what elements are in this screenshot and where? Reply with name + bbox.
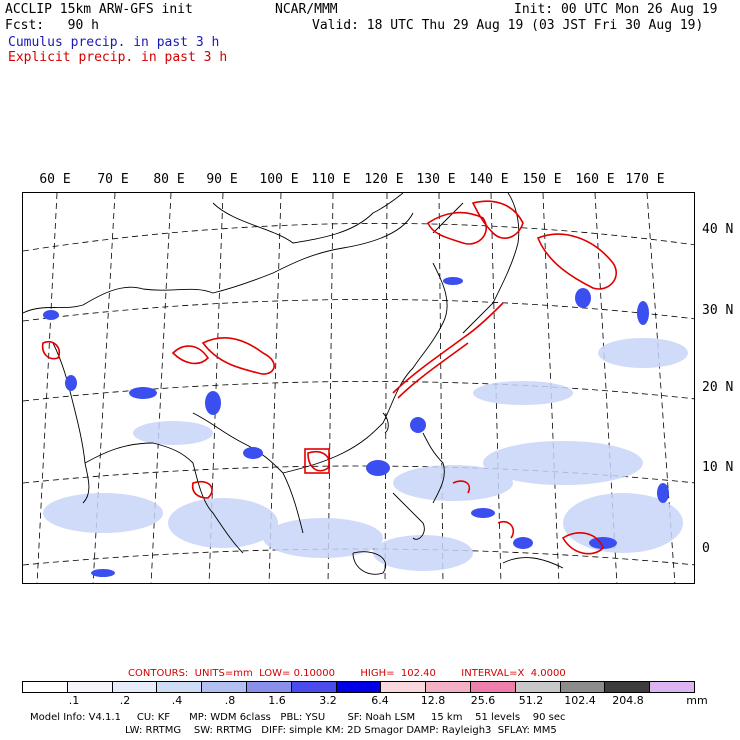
precip-map bbox=[22, 192, 695, 584]
contour-info: CONTOURS: UNITS=mm LOW= 0.10000 HIGH= 10… bbox=[128, 668, 566, 679]
lon-label: 80 E bbox=[153, 172, 185, 187]
legend-tick: .1 bbox=[68, 694, 80, 707]
forecast-hour: Fcst: 90 h bbox=[5, 18, 99, 33]
legend-swatch bbox=[157, 682, 203, 692]
legend-tick: 102.4 bbox=[564, 694, 596, 707]
legend-tick: 25.6 bbox=[470, 694, 496, 707]
legend-tick: 51.2 bbox=[518, 694, 544, 707]
legend-tick: .2 bbox=[119, 694, 131, 707]
cumulus-label: Cumulus precip. in past 3 h bbox=[8, 35, 220, 50]
legend-swatch bbox=[67, 682, 113, 692]
graticule bbox=[23, 193, 694, 583]
legend-swatch bbox=[605, 682, 651, 692]
legend-swatch bbox=[560, 682, 606, 692]
legend-swatch bbox=[470, 682, 516, 692]
legend-swatch bbox=[650, 682, 694, 692]
lat-label: 10 N bbox=[702, 460, 734, 475]
legend-swatch bbox=[381, 682, 427, 692]
legend-swatch bbox=[112, 682, 158, 692]
lon-label: 140 E bbox=[469, 172, 509, 187]
lon-label: 130 E bbox=[416, 172, 456, 187]
legend-swatch bbox=[202, 682, 247, 692]
legend-tick: .4 bbox=[171, 694, 183, 707]
valid-time: Valid: 18 UTC Thu 29 Aug 19 (03 JST Fri … bbox=[312, 18, 704, 33]
lon-label: 60 E bbox=[39, 172, 71, 187]
lon-label: 160 E bbox=[575, 172, 615, 187]
lat-label: 30 N bbox=[702, 303, 734, 318]
legend-unit: mm bbox=[686, 694, 708, 707]
legend-tick: 204.8 bbox=[612, 694, 644, 707]
lat-label: 20 N bbox=[702, 380, 734, 395]
lon-label: 100 E bbox=[259, 172, 299, 187]
explicit-label: Explicit precip. in past 3 h bbox=[8, 50, 228, 65]
init-time: Init: 00 UTC Mon 26 Aug 19 bbox=[514, 2, 718, 17]
legend-tick: 1.6 bbox=[268, 694, 286, 707]
lon-label: 150 E bbox=[522, 172, 562, 187]
cumulus-light-areas bbox=[43, 338, 688, 571]
explicit-precip bbox=[41, 200, 617, 555]
legend-swatch bbox=[23, 682, 68, 692]
map-canvas bbox=[23, 193, 694, 583]
legend-swatch bbox=[336, 682, 382, 692]
lat-label: 0 bbox=[702, 541, 710, 556]
lon-label: 170 E bbox=[625, 172, 665, 187]
legend-tick: 6.4 bbox=[371, 694, 389, 707]
legend-swatch bbox=[291, 682, 337, 692]
legend-tick: 3.2 bbox=[319, 694, 337, 707]
legend-swatch bbox=[246, 682, 292, 692]
center-name: NCAR/MMM bbox=[275, 2, 338, 17]
lon-label: 70 E bbox=[97, 172, 129, 187]
legend-swatch bbox=[426, 682, 471, 692]
lon-label: 110 E bbox=[311, 172, 351, 187]
coastlines bbox=[23, 193, 564, 575]
cumulus-precip bbox=[43, 277, 669, 577]
model-info-line2: LW: RRTMG SW: RRTMG DIFF: simple KM: 2D … bbox=[125, 725, 557, 736]
lon-label: 90 E bbox=[206, 172, 238, 187]
legend-tick: .8 bbox=[224, 694, 236, 707]
legend-tick: 12.8 bbox=[420, 694, 446, 707]
legend-swatch bbox=[515, 682, 561, 692]
lat-label: 40 N bbox=[702, 222, 734, 237]
model-info-line1: Model Info: V4.1.1 CU: KF MP: WDM 6class… bbox=[30, 712, 566, 723]
model-title: ACCLIP 15km ARW-GFS init bbox=[5, 2, 193, 17]
lon-label: 120 E bbox=[364, 172, 404, 187]
color-legend bbox=[22, 681, 695, 693]
